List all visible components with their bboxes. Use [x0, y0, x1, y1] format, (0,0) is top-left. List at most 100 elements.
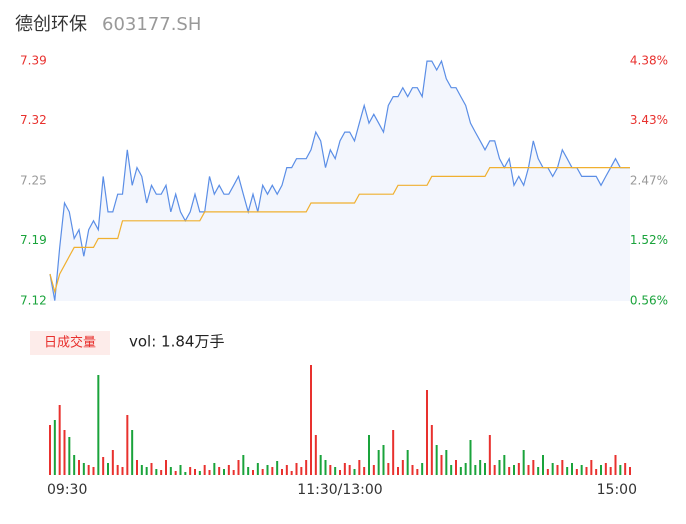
volume-bar [435, 445, 438, 475]
volume-bar [537, 467, 540, 475]
volume-bar [401, 460, 404, 475]
volume-bar [247, 467, 250, 475]
volume-bar [609, 467, 612, 475]
price-line [49, 59, 630, 301]
volume-bar [629, 467, 631, 475]
price-area [50, 61, 630, 301]
volume-bar [358, 460, 361, 475]
volume-bar [604, 463, 607, 475]
y-tick-label: 7.32 [20, 113, 47, 127]
y2-tick-label: 2.47% [630, 174, 668, 188]
volume-bar [464, 463, 467, 475]
volume-label-box [30, 331, 110, 355]
volume-bar [223, 469, 225, 475]
volume-bar [290, 471, 293, 475]
volume-bar [208, 470, 211, 475]
chart-subtitle: 603177.SH [102, 14, 201, 35]
volume-bar [488, 435, 491, 475]
volume-bar [131, 430, 134, 475]
volume-bar [571, 463, 573, 475]
volume-bar [49, 425, 51, 475]
volume-bar [300, 467, 303, 475]
volume-bar [372, 465, 375, 475]
volume-bar [314, 435, 317, 475]
volume-bar [561, 460, 564, 475]
volume-bar [522, 450, 525, 475]
volume-bar [87, 465, 90, 475]
y2-tick-label: 3.43% [630, 113, 668, 127]
volume-bar [276, 461, 279, 475]
volume-bar [266, 465, 269, 475]
volume-bar [281, 469, 283, 475]
volume-bar [78, 460, 80, 475]
y-tick-label: 7.39 [20, 54, 47, 68]
volume-bar [508, 467, 511, 475]
volume-bar [624, 463, 627, 475]
y2-tick-label: 1.52% [630, 233, 668, 247]
volume-bar [469, 440, 472, 475]
volume-bar [546, 469, 549, 475]
volume-bar [121, 467, 124, 475]
volume-bar [411, 465, 414, 475]
volume-bar [252, 470, 254, 475]
volume-bar [619, 465, 622, 475]
volume-bar [82, 463, 85, 475]
average-line [49, 167, 630, 295]
volume-bar [556, 465, 559, 475]
volume-bar [63, 430, 66, 475]
volume-bar [566, 467, 569, 475]
volume-bar [310, 365, 312, 475]
volume-bar [498, 460, 501, 475]
volume-bar [169, 467, 172, 475]
y-tick-label: 7.19 [20, 233, 47, 247]
volume-bar [232, 470, 235, 475]
volume-bar [227, 465, 230, 475]
volume-bar [334, 467, 337, 475]
volume-bar [295, 463, 298, 475]
volume-label: 日成交量 [44, 335, 96, 351]
volume-bar [256, 463, 259, 475]
volume-bar [455, 460, 457, 475]
volume-bar [416, 469, 419, 475]
volume-bar [179, 465, 182, 475]
volume-bar [203, 465, 206, 475]
volume-bar [440, 455, 443, 475]
volume-bar [459, 467, 462, 475]
volume-bar [116, 465, 119, 475]
volume-bar [590, 460, 593, 475]
volume-bar [155, 469, 158, 475]
volume-bar [517, 463, 520, 475]
volume-bar [387, 463, 390, 475]
volume-bar [319, 455, 322, 475]
volume-bar [53, 420, 56, 475]
volume-bar [140, 465, 143, 475]
volume-bar [111, 450, 114, 475]
volume-bar [363, 467, 366, 475]
volume-bar [479, 460, 482, 475]
volume-bar [474, 465, 477, 475]
volume-bar [145, 467, 148, 475]
volume-bar [595, 469, 598, 475]
volume-bar [271, 467, 274, 475]
volume-bar [136, 460, 138, 475]
y2-tick-label: 0.56% [630, 294, 668, 308]
volume-bar [600, 465, 602, 475]
volume-bar [150, 463, 153, 475]
volume-bar [92, 467, 95, 475]
volume-bar [58, 405, 61, 475]
volume-bar [421, 463, 424, 475]
volume-bar [445, 450, 448, 475]
volume-bar [343, 463, 346, 475]
volume-bar [397, 467, 399, 475]
volume-summary: vol: 1.84万手 [129, 333, 224, 351]
volume-bar [493, 465, 496, 475]
volume-bar [353, 469, 356, 475]
volume-bar [189, 467, 192, 475]
y2-tick-label: 4.38% [630, 54, 668, 68]
volume-bar [575, 469, 578, 475]
volume-bar [392, 430, 395, 475]
volume-bar [198, 471, 201, 475]
volume-bar [73, 455, 76, 475]
volume-bar [450, 465, 453, 475]
volume-bar [339, 470, 341, 475]
